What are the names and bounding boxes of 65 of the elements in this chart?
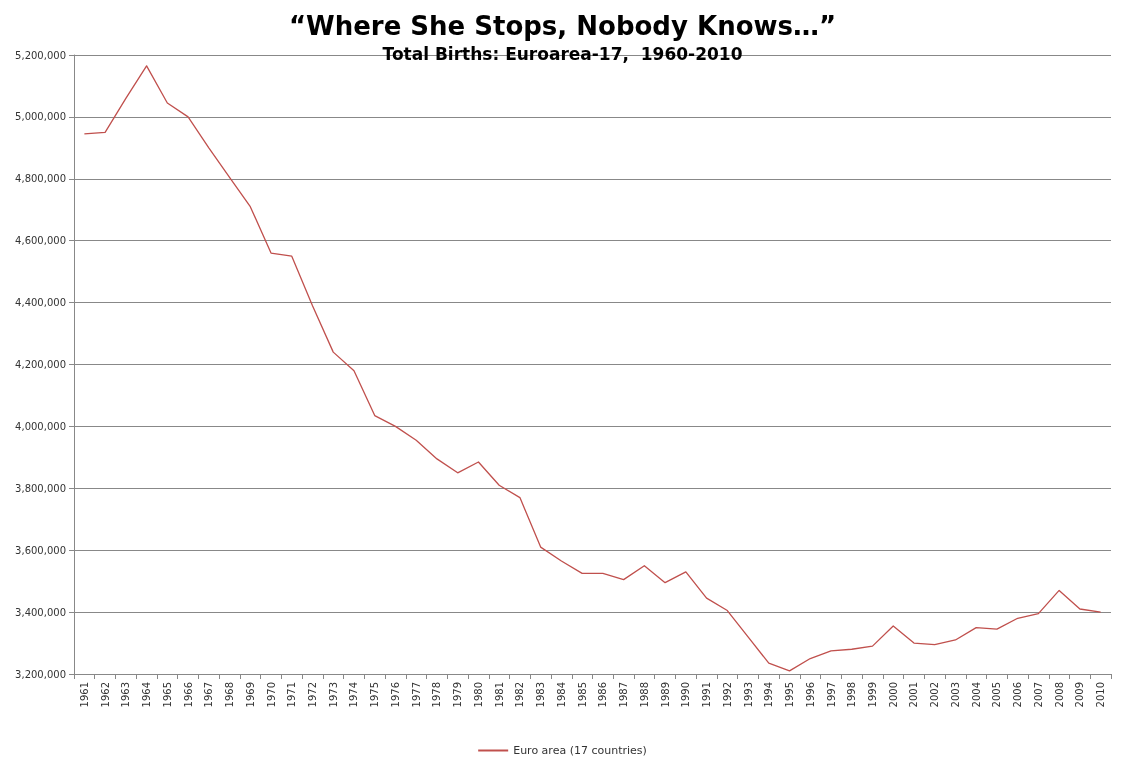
x-tick-label: 1972	[307, 682, 319, 708]
x-tick-label: 1971	[286, 682, 298, 708]
x-tick-label: 2010	[1095, 682, 1107, 708]
x-tick-label: 2007	[1032, 682, 1044, 708]
x-tick-label: 1966	[182, 682, 194, 708]
y-tick-label: 5,000,000	[15, 111, 66, 123]
x-tick-label: 2002	[929, 682, 941, 708]
y-tick-label: 3,600,000	[15, 544, 66, 556]
x-tick-label: 1998	[846, 682, 858, 708]
x-tick-label: 1964	[141, 682, 153, 708]
legend-label: Euro area (17 countries)	[513, 744, 647, 757]
y-tick-label: 4,600,000	[15, 235, 66, 247]
x-tick-label: 1994	[763, 682, 775, 708]
x-tick-label: 1963	[120, 682, 132, 708]
x-tick-label: 1990	[680, 682, 692, 708]
y-tick-label: 4,200,000	[15, 359, 66, 370]
x-tick-label: 2006	[1012, 682, 1024, 708]
x-tick-label: 1986	[597, 682, 609, 708]
y-tick-label: 3,400,000	[15, 606, 66, 618]
x-tick-label: 1981	[493, 682, 505, 708]
y-tick-label: 5,200,000	[15, 49, 66, 61]
x-tick-label: 1987	[618, 682, 630, 708]
y-tick-label: 3,200,000	[15, 668, 66, 680]
x-tick-label: 1995	[784, 682, 796, 708]
x-tick-label: 1961	[78, 682, 90, 708]
x-tick-label: 1975	[369, 682, 381, 708]
x-tick-label: 2008	[1053, 682, 1065, 708]
y-tick-label: 4,400,000	[15, 297, 66, 309]
x-tick-label: 1976	[389, 682, 401, 708]
x-tick-label: 2001	[908, 682, 920, 708]
x-tick-label: 1984	[555, 682, 567, 708]
x-tick-label: 2000	[887, 682, 899, 708]
x-tick-label: 1982	[514, 682, 526, 708]
y-tick-label: 3,800,000	[15, 482, 66, 494]
x-tick-label: 1979	[452, 682, 464, 708]
line-series	[83, 65, 1102, 672]
x-tick-label: 1968	[224, 682, 236, 708]
x-tick-label: 1978	[431, 682, 443, 708]
x-tick-label: 2005	[991, 682, 1003, 708]
x-tick-label: 1997	[825, 682, 837, 708]
x-tick-label: 2003	[949, 682, 961, 708]
y-tick-label: 4,000,000	[15, 420, 66, 432]
x-tick-label: 1970	[265, 682, 277, 708]
x-tick-label: 1988	[638, 682, 650, 708]
x-tick-label: 1962	[99, 682, 111, 708]
x-tick-label: 1993	[742, 682, 754, 708]
y-tick-label: 4,800,000	[15, 173, 66, 185]
x-tick-label: 1989	[659, 682, 671, 708]
x-tick-label: 1980	[472, 682, 484, 708]
x-tick-label: 1965	[161, 682, 173, 708]
chart-subtitle: Total Births: Euroarea-17, 1960-2010	[382, 43, 743, 64]
x-tick-label: 2004	[970, 682, 982, 708]
x-tick-label: 1983	[535, 682, 547, 708]
x-tick-label: 1996	[804, 682, 816, 708]
x-tick-label: 1992	[721, 682, 733, 708]
x-tick-label: 1977	[410, 682, 422, 708]
x-tick-label: 1967	[203, 682, 215, 708]
x-tick-label: 1999	[866, 682, 878, 708]
chart-title: “Where She Stops, Nobody Knows…”	[288, 11, 837, 41]
x-tick-label: 1985	[576, 682, 588, 708]
x-tick-label: 1973	[327, 682, 339, 708]
x-tick-label: 1974	[348, 682, 360, 708]
x-tick-label: 1969	[244, 682, 256, 708]
x-tick-label: 2009	[1074, 682, 1086, 708]
x-tick-label: 1991	[701, 682, 713, 708]
